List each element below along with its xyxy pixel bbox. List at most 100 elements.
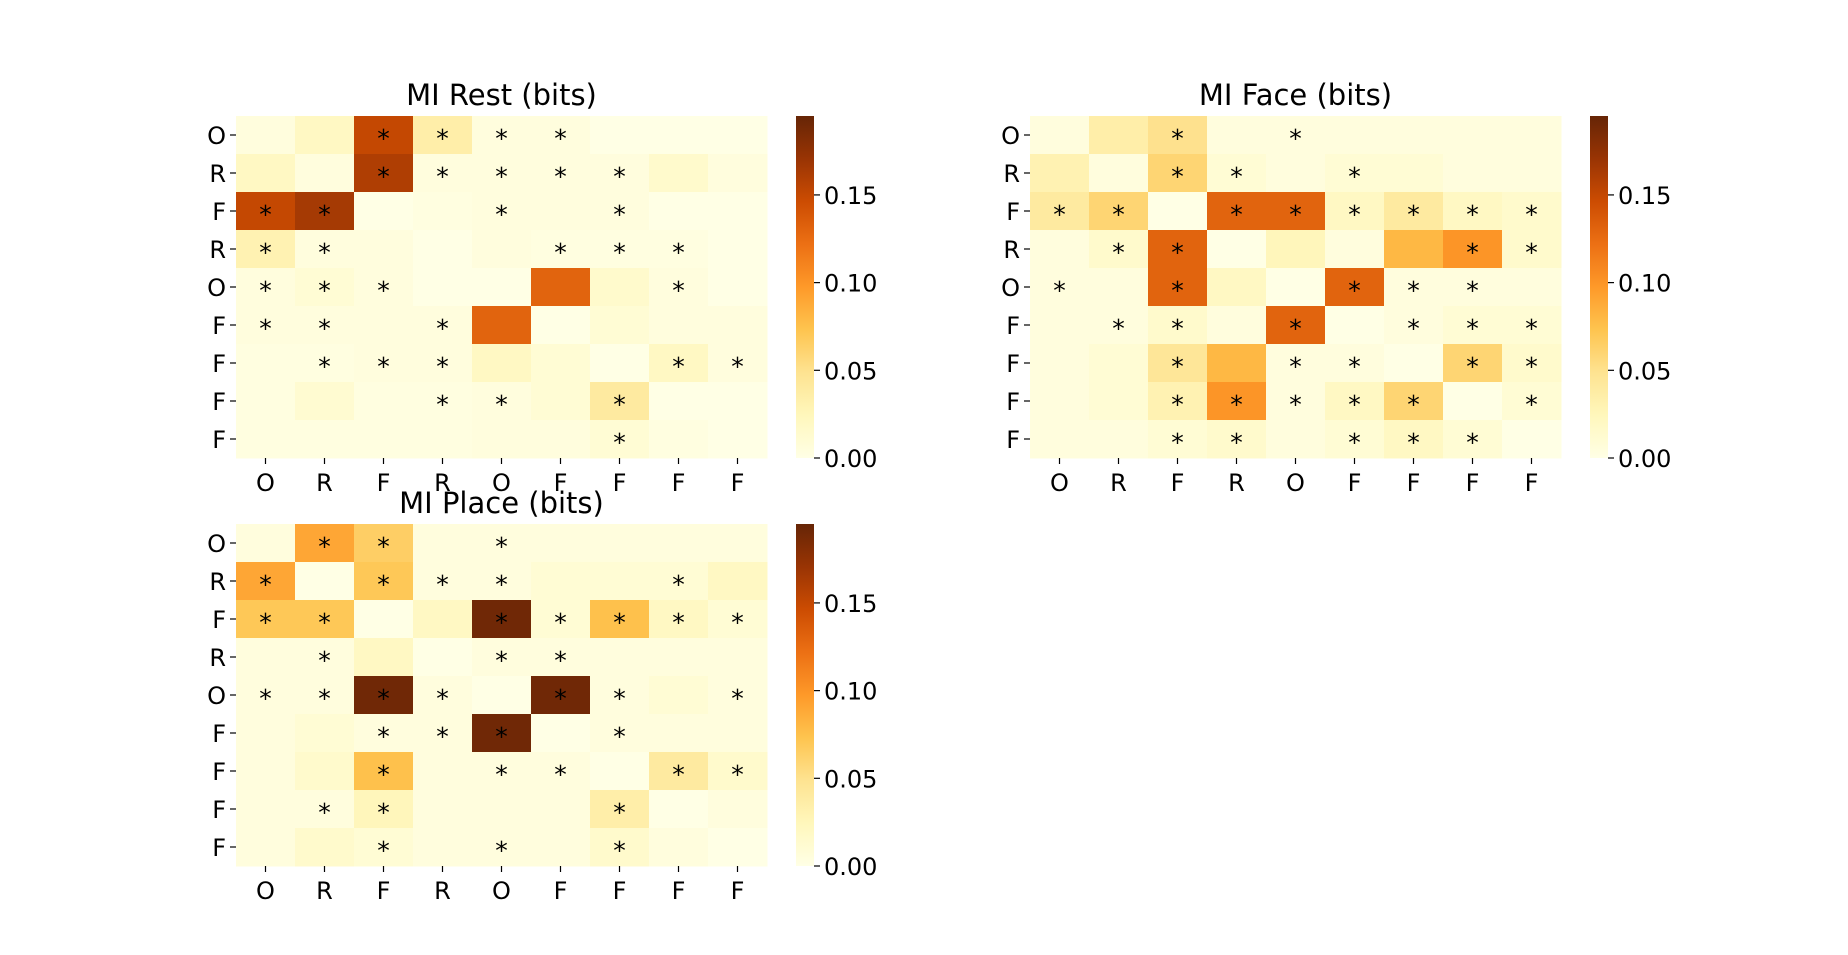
- heatmap-cell: [354, 752, 414, 791]
- significance-star: *: [495, 646, 508, 675]
- heatmap-cell: [1207, 382, 1267, 421]
- significance-star: *: [672, 238, 685, 267]
- significance-star: *: [495, 390, 508, 419]
- heatmap-cell: [472, 828, 532, 867]
- heatmap-cell: [590, 268, 650, 307]
- heatmap-cell: [295, 752, 355, 791]
- x-tick-label: F: [1348, 469, 1362, 497]
- heatmap-cell: [531, 116, 591, 155]
- heatmap-cell: [649, 420, 709, 459]
- significance-star: *: [1407, 390, 1420, 419]
- colorbar-gradient: [796, 524, 814, 866]
- heatmap-cell: [649, 752, 709, 791]
- significance-star: *: [613, 798, 626, 827]
- significance-star: *: [318, 276, 331, 305]
- heatmap-cell: [590, 790, 650, 829]
- significance-star: *: [1289, 200, 1302, 229]
- heatmap-cell: [1502, 230, 1562, 269]
- x-tick-label: F: [613, 877, 627, 905]
- colorbar-tick-label: 0.05: [1618, 357, 1671, 385]
- significance-star: *: [1348, 200, 1361, 229]
- significance-star: *: [377, 570, 390, 599]
- y-tick-label: R: [209, 644, 226, 672]
- heatmap-cell: [590, 116, 650, 155]
- heatmap-cell: [413, 600, 473, 639]
- heatmap-cell: [531, 268, 591, 307]
- colorbar-tick-label: 0.05: [824, 357, 877, 385]
- heatmap-cell: [413, 306, 473, 345]
- heatmap-cell: [236, 192, 296, 231]
- significance-star: *: [377, 836, 390, 865]
- significance-star: *: [554, 238, 567, 267]
- heatmap-cell: [236, 116, 296, 155]
- heatmap-cell: [1502, 382, 1562, 421]
- y-tick-label: R: [209, 160, 226, 188]
- x-tick-label: F: [377, 877, 391, 905]
- significance-star: *: [1348, 428, 1361, 457]
- heatmap-cell: [472, 790, 532, 829]
- heatmap-cell: [1266, 344, 1326, 383]
- heatmap-cell: [236, 344, 296, 383]
- y-tick-label: F: [212, 198, 226, 226]
- heatmap-cell: [1443, 420, 1503, 459]
- heatmap-cell: [472, 676, 532, 715]
- heatmap-cell: [1148, 420, 1208, 459]
- heatmap-cell: [649, 828, 709, 867]
- heatmap-cell: [413, 638, 473, 677]
- significance-star: *: [495, 608, 508, 637]
- y-tick-label: F: [1006, 198, 1020, 226]
- significance-star: *: [613, 684, 626, 713]
- heatmap-cell: [1089, 420, 1149, 459]
- x-tick-label: F: [554, 877, 568, 905]
- heatmap-cell: [1089, 344, 1149, 383]
- heatmap-cell: [354, 420, 414, 459]
- significance-star: *: [613, 238, 626, 267]
- significance-star: *: [436, 722, 449, 751]
- heatmap-cell: [1207, 192, 1267, 231]
- heatmap-cell: [1207, 154, 1267, 193]
- heatmap-cell: [1443, 230, 1503, 269]
- heatmap-cell: [413, 676, 473, 715]
- heatmap-cell: [1207, 344, 1267, 383]
- x-tick-label: R: [316, 469, 333, 497]
- heatmap-cell: [708, 752, 768, 791]
- significance-star: *: [436, 124, 449, 153]
- heatmap-cell: [1148, 230, 1208, 269]
- heatmap-cell: [236, 154, 296, 193]
- significance-star: *: [1230, 390, 1243, 419]
- heatmap-cell: [1266, 268, 1326, 307]
- heatmap-cell: [531, 600, 591, 639]
- x-tick-label: R: [316, 877, 333, 905]
- heatmap-cell: [236, 828, 296, 867]
- heatmap-cell: [413, 420, 473, 459]
- heatmap-cell: [236, 420, 296, 459]
- significance-star: *: [259, 684, 272, 713]
- heatmap-cell: [708, 230, 768, 269]
- heatmap-cell: [590, 154, 650, 193]
- heatmap-cell: [236, 306, 296, 345]
- heatmap-cell: [295, 268, 355, 307]
- heatmap-cell: [1502, 306, 1562, 345]
- heatmap-cell: [1030, 344, 1090, 383]
- heatmap-cell: [295, 714, 355, 753]
- significance-star: *: [613, 428, 626, 457]
- significance-markers: * * * * * * * * * * * * * * * * * * * * * * * * * * * * * * * * * *: [259, 124, 744, 457]
- heatmap-cell: [1502, 116, 1562, 155]
- significance-star: *: [318, 532, 331, 561]
- x-tick-label: O: [256, 469, 275, 497]
- heatmap-cell: [590, 562, 650, 601]
- significance-star: *: [259, 276, 272, 305]
- heatmap-cell: [1089, 192, 1149, 231]
- significance-star: *: [259, 570, 272, 599]
- heatmap-cell: [649, 154, 709, 193]
- heatmap-cell: [1325, 154, 1385, 193]
- heatmap-cell: [590, 382, 650, 421]
- heatmap-cell: [649, 116, 709, 155]
- heatmap-cell: [413, 790, 473, 829]
- significance-star: *: [436, 314, 449, 343]
- heatmap-cell: [1325, 192, 1385, 231]
- colorbar-tick-label: 0.15: [824, 590, 877, 618]
- x-tick-label: R: [1228, 469, 1245, 497]
- significance-star: *: [1407, 314, 1420, 343]
